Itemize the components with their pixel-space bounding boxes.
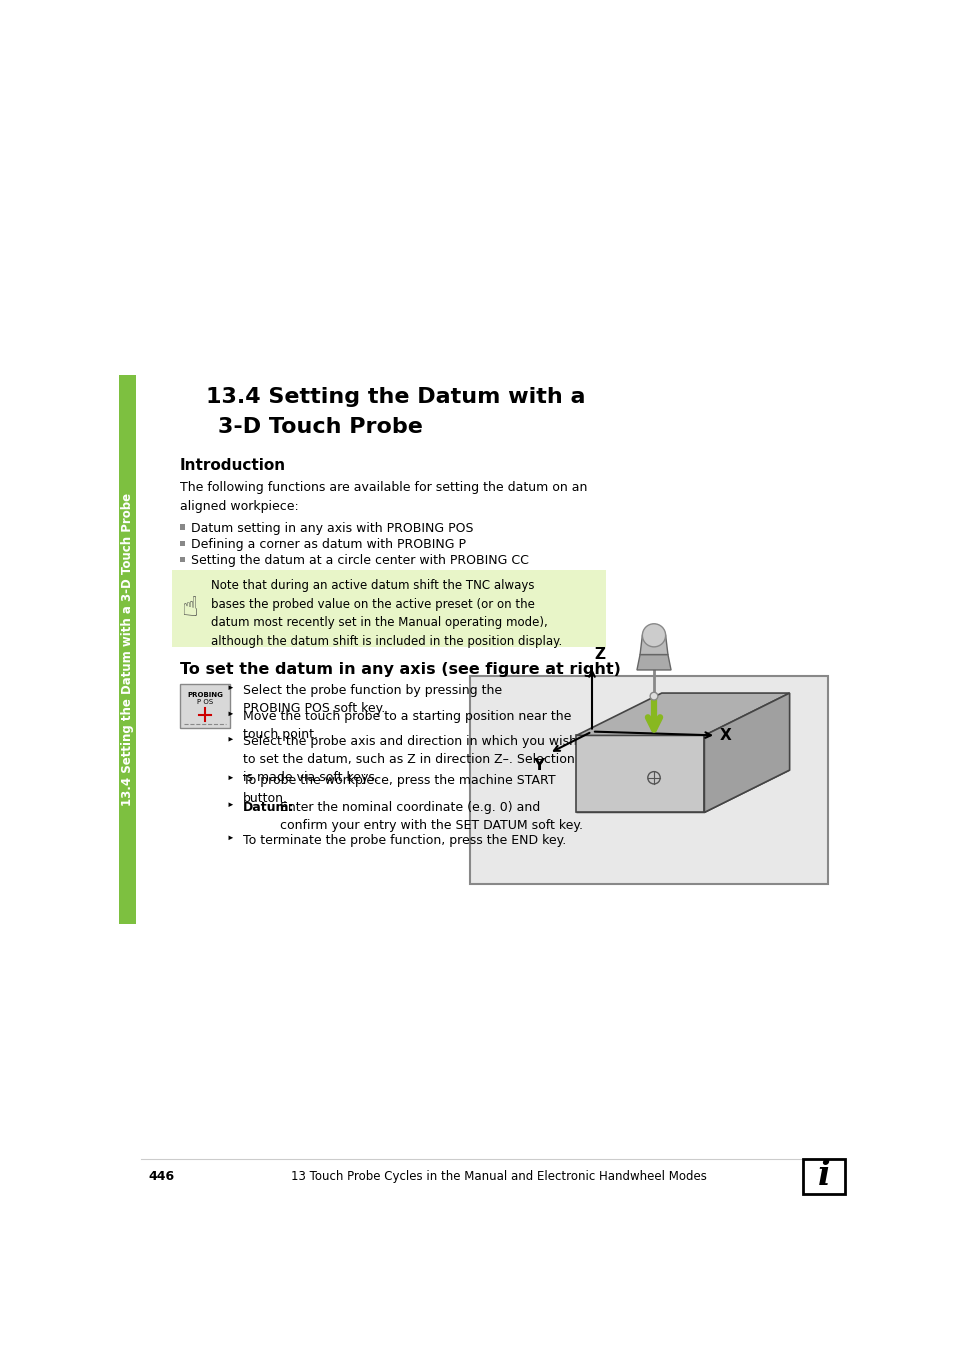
Bar: [469, 677, 827, 884]
Text: Datum setting in any axis with PROBING POS: Datum setting in any axis with PROBING P…: [191, 522, 473, 535]
Text: 446: 446: [149, 1170, 174, 1184]
Text: 13 Touch Probe Cycles in the Manual and Electronic Handwheel Modes: 13 Touch Probe Cycles in the Manual and …: [291, 1170, 706, 1184]
Polygon shape: [229, 802, 233, 807]
Text: X: X: [720, 728, 731, 743]
Bar: [179, 524, 185, 530]
Polygon shape: [576, 693, 789, 736]
Polygon shape: [639, 635, 667, 655]
Text: i: i: [817, 1159, 829, 1193]
Polygon shape: [229, 685, 233, 690]
Circle shape: [649, 693, 658, 700]
Polygon shape: [703, 693, 789, 813]
Bar: [179, 557, 185, 562]
Text: 13.4 Setting the Datum with a 3-D Touch Probe: 13.4 Setting the Datum with a 3-D Touch …: [121, 493, 134, 806]
Text: Introduction: Introduction: [179, 458, 286, 473]
Polygon shape: [229, 712, 233, 716]
Text: The following functions are available for setting the datum on an
aligned workpi: The following functions are available fo…: [179, 481, 586, 514]
Polygon shape: [229, 737, 233, 741]
Text: To probe the workpiece, press the machine START
button.: To probe the workpiece, press the machin…: [243, 774, 556, 805]
Text: Defining a corner as datum with PROBING P: Defining a corner as datum with PROBING …: [191, 538, 465, 551]
Polygon shape: [229, 836, 233, 840]
Text: PROBING: PROBING: [187, 692, 223, 697]
Text: Select the probe function by pressing the
PROBING POS soft key.: Select the probe function by pressing th…: [243, 683, 502, 714]
Text: Note that during an active datum shift the TNC always
bases the probed value on : Note that during an active datum shift t…: [211, 580, 561, 647]
Text: 3-D Touch Probe: 3-D Touch Probe: [218, 418, 423, 437]
Text: Move the touch probe to a starting position near the
touch point.: Move the touch probe to a starting posit…: [243, 710, 571, 741]
Bar: [119, 375, 136, 925]
Circle shape: [641, 624, 665, 647]
Bar: [802, 1159, 844, 1193]
Text: Enter the nominal coordinate (e.g. 0) and
confirm your entry with the SET DATUM : Enter the nominal coordinate (e.g. 0) an…: [279, 801, 582, 832]
Text: Datum:: Datum:: [243, 801, 294, 814]
Polygon shape: [637, 655, 670, 670]
Text: ☝: ☝: [180, 594, 197, 623]
Polygon shape: [576, 770, 789, 813]
Polygon shape: [576, 736, 703, 813]
Text: To set the datum in any axis (see figure at right): To set the datum in any axis (see figure…: [179, 662, 619, 677]
Polygon shape: [229, 775, 233, 780]
Text: Select the probe axis and direction in which you wish
to set the datum, such as : Select the probe axis and direction in w…: [243, 736, 577, 785]
Bar: [179, 541, 185, 546]
Text: 13.4 Setting the Datum with a: 13.4 Setting the Datum with a: [206, 387, 585, 407]
Text: To terminate the probe function, press the END key.: To terminate the probe function, press t…: [243, 834, 566, 847]
Text: P OS: P OS: [196, 700, 213, 705]
Bar: [172, 570, 605, 647]
Text: Z: Z: [594, 647, 605, 662]
Text: Y: Y: [533, 758, 543, 772]
Text: Setting the datum at a circle center with PROBING CC: Setting the datum at a circle center wit…: [191, 554, 528, 568]
Bar: [179, 683, 230, 728]
